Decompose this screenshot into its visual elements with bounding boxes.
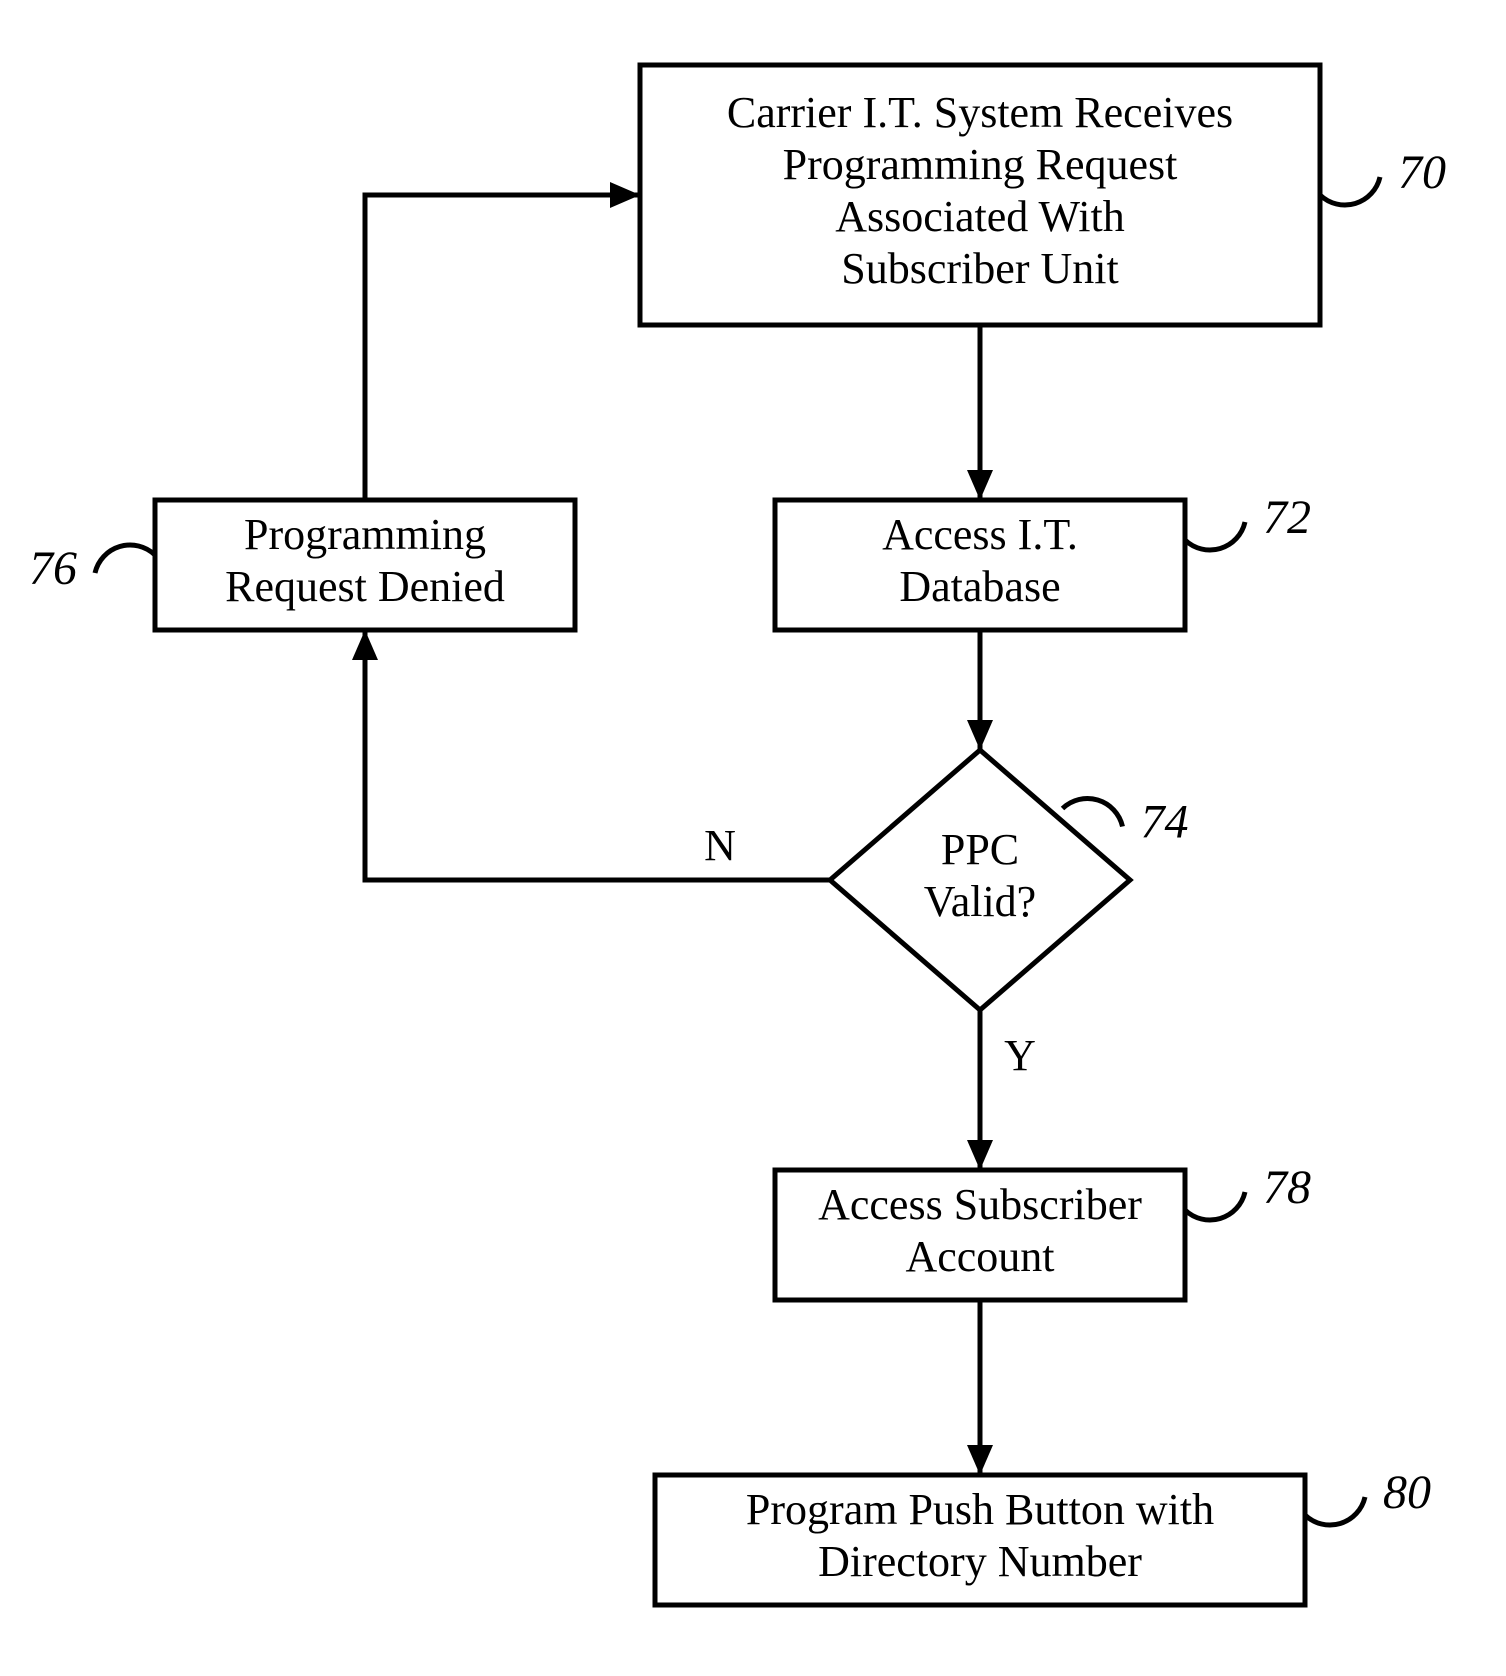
arrowhead (610, 182, 640, 208)
e76-70 (365, 195, 640, 500)
n74-label-line-0: PPC (941, 825, 1019, 874)
n80-ref: 80 (1383, 1466, 1431, 1519)
n76-label-line-0: Programming (244, 510, 486, 559)
n76-ref: 76 (29, 542, 77, 595)
n70-ref: 70 (1398, 146, 1446, 199)
arrowhead (967, 1445, 993, 1475)
n72-ref: 72 (1263, 491, 1311, 544)
n78-leader (1185, 1192, 1245, 1220)
n70-label-line-3: Subscriber Unit (841, 244, 1118, 293)
n70-label-line-1: Programming Request (783, 140, 1178, 189)
n70-label-line-2: Associated With (835, 192, 1124, 241)
arrowhead (967, 470, 993, 500)
n74-leader (1063, 798, 1123, 826)
n78-ref: 78 (1263, 1161, 1311, 1214)
arrowhead (352, 630, 378, 660)
n72-label-line-1: Database (899, 562, 1060, 611)
n80-label-line-0: Program Push Button with (746, 1485, 1214, 1534)
e74-76 (365, 630, 830, 880)
n72-label-line-0: Access I.T. (882, 510, 1078, 559)
n72-leader (1185, 522, 1245, 550)
n80-label-line-1: Directory Number (818, 1537, 1142, 1586)
e74-76-label: N (704, 821, 736, 870)
n76-label-line-1: Request Denied (225, 562, 505, 611)
arrowhead (967, 1140, 993, 1170)
n80-leader (1305, 1497, 1365, 1525)
n74-label-line-1: Valid? (924, 877, 1036, 926)
n74-ref: 74 (1141, 796, 1189, 849)
n76-leader (95, 545, 155, 573)
n78-label-line-0: Access Subscriber (818, 1180, 1142, 1229)
n70-leader (1320, 177, 1380, 205)
n70-label-line-0: Carrier I.T. System Receives (727, 88, 1233, 137)
e74-78-label: Y (1004, 1031, 1036, 1080)
n78-label-line-1: Account (905, 1232, 1054, 1281)
arrowhead (967, 720, 993, 750)
